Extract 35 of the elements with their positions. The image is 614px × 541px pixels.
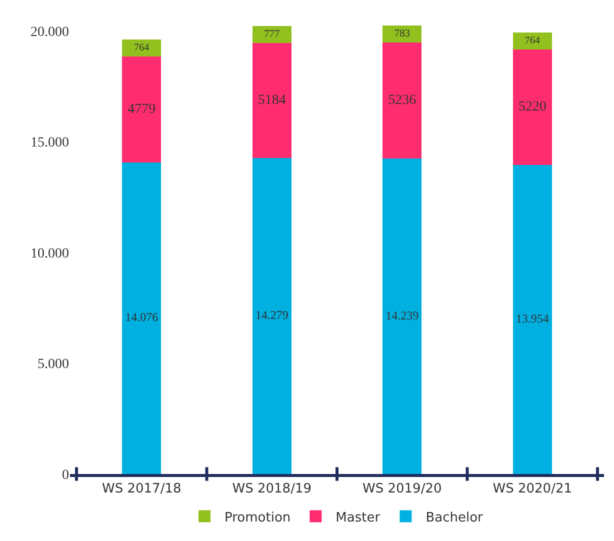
legend-label: Master — [336, 510, 381, 526]
bar — [512, 32, 552, 50]
legend-label: Promotion — [224, 510, 291, 526]
data-label: 14.076 — [125, 310, 158, 324]
bar — [252, 158, 292, 474]
y-tick-label: 5.000 — [38, 357, 69, 372]
data-label: 764 — [524, 35, 540, 46]
data-label: 5220 — [518, 100, 546, 115]
bar — [512, 164, 552, 474]
data-label: 13.954 — [516, 311, 549, 326]
legend-label: Bachelor — [426, 510, 484, 526]
y-tick-label: 10.000 — [30, 246, 69, 262]
data-label: 5236 — [388, 93, 416, 108]
bar — [122, 40, 162, 56]
data-label: 14.239 — [386, 308, 419, 322]
x-tick-label: WS 2018/19 — [232, 482, 312, 497]
bar — [122, 162, 162, 474]
x-tick-label: WS 2017/18 — [102, 482, 182, 497]
data-label: 777 — [264, 28, 280, 40]
x-tick-label: WS 2019/20 — [362, 482, 442, 497]
bar — [122, 56, 162, 162]
bar — [252, 26, 292, 43]
x-tick-label: WS 2020/21 — [492, 482, 572, 497]
data-label: 4779 — [128, 102, 156, 117]
bar — [382, 42, 422, 159]
data-label: 764 — [134, 42, 150, 54]
y-tick-label: 0 — [62, 468, 69, 483]
y-tick-label: 15.000 — [30, 136, 69, 151]
bar — [382, 158, 422, 474]
data-label: 783 — [394, 28, 410, 40]
data-label: 14.279 — [255, 308, 288, 322]
bar — [512, 49, 552, 165]
bar — [252, 42, 292, 158]
y-tick-label: 20.000 — [30, 24, 69, 40]
data-label: 5184 — [258, 92, 286, 108]
